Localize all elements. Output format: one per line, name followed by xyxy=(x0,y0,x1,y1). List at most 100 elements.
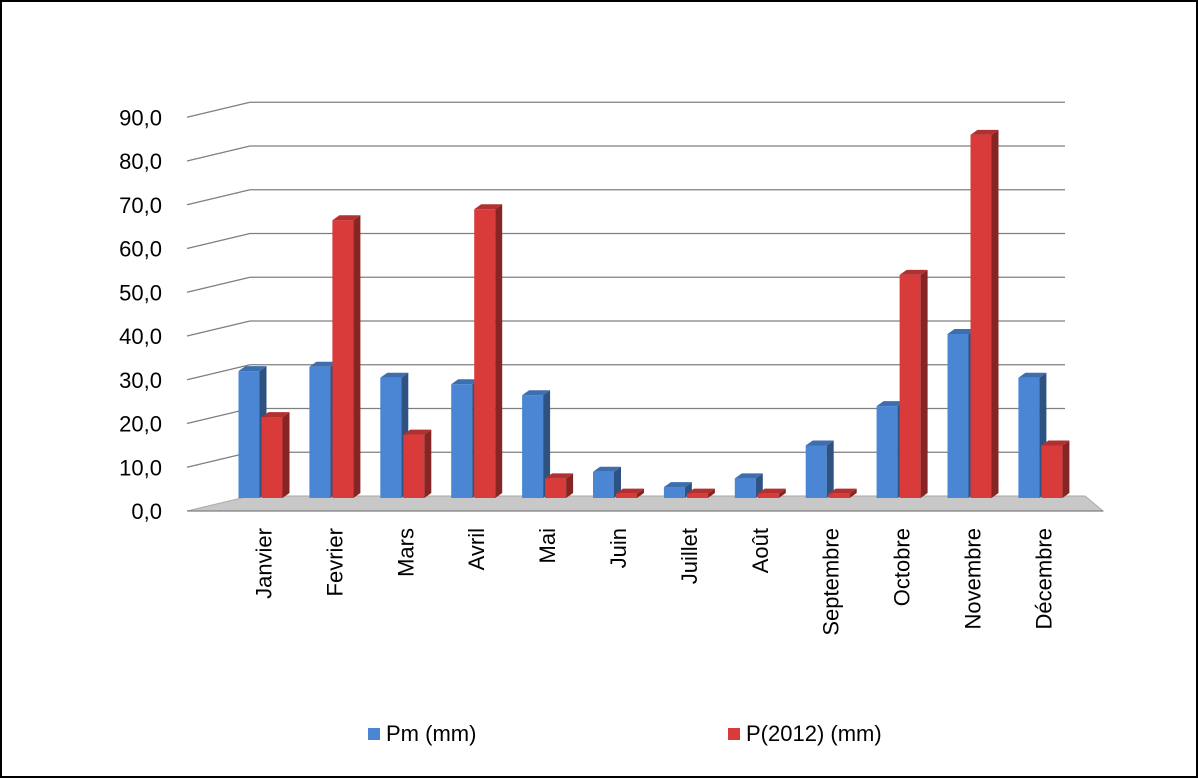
x-tick-label: Décembre xyxy=(1031,528,1056,629)
bar-pm-7 xyxy=(734,473,763,498)
bar-side xyxy=(707,488,715,498)
bar-front xyxy=(876,406,898,498)
bar-front xyxy=(451,384,473,498)
bar-front xyxy=(1018,377,1040,498)
bar-front xyxy=(545,478,567,498)
bar-side xyxy=(920,269,928,498)
x-tick-label: Août xyxy=(748,528,773,573)
bar-p2012-5 xyxy=(616,488,644,498)
bar-top xyxy=(238,366,267,372)
x-tick-label: Mars xyxy=(393,528,418,577)
bar-side xyxy=(495,204,503,498)
bar-side xyxy=(778,488,786,498)
bar-top xyxy=(380,372,409,378)
bar-front xyxy=(616,493,637,498)
gridline-side xyxy=(186,232,251,250)
y-tick-label: 80,0 xyxy=(119,149,162,174)
bar-top xyxy=(876,401,905,407)
bar-top xyxy=(1018,372,1047,378)
bar-side xyxy=(353,215,361,498)
bar-top xyxy=(309,361,338,367)
y-tick-label: 30,0 xyxy=(119,368,162,393)
bar-top xyxy=(261,412,290,418)
bar-front xyxy=(686,493,708,498)
bar-top xyxy=(899,269,928,275)
bar-top xyxy=(686,488,715,494)
bar-top xyxy=(805,440,834,446)
legend: Pm (mm) P(2012) (mm) xyxy=(368,721,882,746)
bar-side xyxy=(991,129,999,498)
x-tick-label: Juillet xyxy=(677,528,702,584)
bar-top xyxy=(757,488,786,494)
y-tick-label: 60,0 xyxy=(119,237,162,262)
x-tick-label: Mai xyxy=(535,528,560,563)
y-tick-label: 70,0 xyxy=(119,193,162,218)
bar-front xyxy=(805,445,827,498)
gridline-side xyxy=(186,101,251,118)
y-axis-ticks: 0,0 10,0 20,0 30,0 40,0 50,0 60,0 70,0 80,0 90,0 xyxy=(119,105,162,524)
bar-p2012-10 xyxy=(970,129,999,498)
bar-front xyxy=(238,371,260,498)
bar-front xyxy=(1041,445,1063,498)
bars xyxy=(238,129,1070,498)
bar-p2012-3 xyxy=(474,204,503,498)
bar-top xyxy=(828,488,857,494)
bar-front xyxy=(309,366,331,498)
x-tick-label: Juin xyxy=(606,528,631,568)
gridline-side xyxy=(186,364,251,381)
bar-top xyxy=(1041,440,1070,446)
bar-p2012-11 xyxy=(1041,440,1070,498)
bar-top xyxy=(593,466,621,472)
bar-p2012-8 xyxy=(828,488,857,498)
bar-pm-4 xyxy=(522,390,551,498)
bar-side xyxy=(849,488,857,498)
bar-front xyxy=(593,471,614,498)
x-tick-label: Fevrier xyxy=(322,528,347,596)
bar-pm-5 xyxy=(593,466,621,498)
bar-p2012-1 xyxy=(332,215,361,498)
legend-swatch xyxy=(728,728,740,740)
bar-side xyxy=(637,488,644,498)
bar-top xyxy=(403,429,432,435)
bar-top xyxy=(663,482,692,488)
x-tick-label: Octobre xyxy=(890,528,915,606)
gridlines xyxy=(186,101,1103,512)
bar-front xyxy=(970,134,992,498)
bar-front xyxy=(403,434,425,498)
x-tick-label: Avril xyxy=(464,528,489,570)
bar-front xyxy=(734,478,756,498)
y-tick-label: 10,0 xyxy=(119,455,162,480)
y-tick-label: 90,0 xyxy=(119,105,162,130)
bar-front xyxy=(663,487,685,498)
bar-side xyxy=(543,390,551,498)
chart-floor xyxy=(186,495,1105,512)
bar-p2012-4 xyxy=(545,473,574,498)
x-axis-ticks: Janvier Fevrier Mars Avril Mai Juin Juillet Aoû… xyxy=(252,528,1057,636)
legend-swatch xyxy=(368,728,380,740)
bar-front xyxy=(474,209,496,498)
bar-front xyxy=(947,333,969,498)
bar-front xyxy=(899,274,921,498)
bar-side xyxy=(826,440,834,498)
x-tick-label: Janvier xyxy=(252,528,277,599)
x-tick-label: Septembre xyxy=(819,528,844,636)
legend-label: Pm (mm) xyxy=(386,721,476,746)
chart-floor-plane xyxy=(186,495,1105,512)
bar-top xyxy=(451,379,480,385)
bar-front xyxy=(332,220,354,498)
bar-front xyxy=(380,377,402,498)
bar-top xyxy=(947,328,976,334)
bar-p2012-2 xyxy=(403,429,432,498)
bar-top xyxy=(522,390,551,396)
bar-front xyxy=(261,417,283,498)
bar-p2012-7 xyxy=(757,488,786,498)
bar-top xyxy=(734,473,763,479)
bar-side xyxy=(614,466,621,498)
bar-side xyxy=(1062,440,1070,498)
bar-top xyxy=(332,215,361,221)
y-tick-label: 40,0 xyxy=(119,324,162,349)
bar-side xyxy=(424,429,432,498)
bar-p2012-9 xyxy=(899,269,928,498)
